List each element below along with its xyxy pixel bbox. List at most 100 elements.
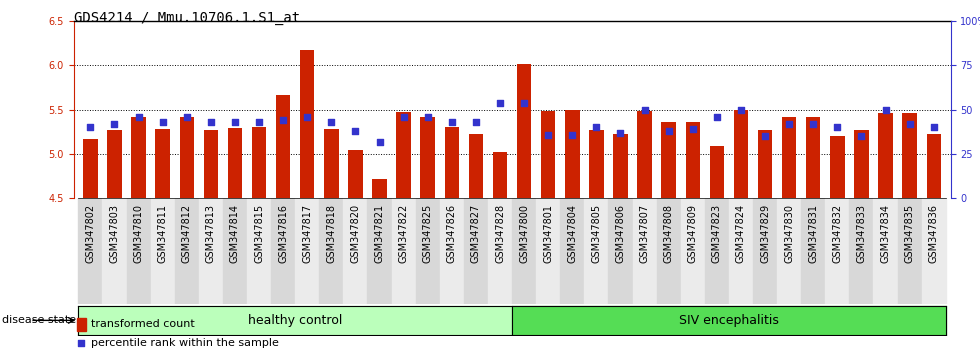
Bar xyxy=(300,51,315,198)
Text: SIV encephalitis: SIV encephalitis xyxy=(679,314,779,327)
Bar xyxy=(464,198,488,304)
Text: GSM347809: GSM347809 xyxy=(688,204,698,263)
Text: GSM347832: GSM347832 xyxy=(832,204,843,263)
Point xyxy=(348,128,364,134)
Text: GSM347821: GSM347821 xyxy=(374,204,384,263)
Bar xyxy=(271,198,295,304)
Bar xyxy=(637,110,652,198)
Point xyxy=(637,107,653,113)
Bar xyxy=(204,130,219,198)
Bar xyxy=(156,129,170,198)
Point xyxy=(612,130,628,136)
Point xyxy=(179,114,195,120)
Bar xyxy=(420,117,435,198)
Point xyxy=(300,114,316,120)
Bar xyxy=(777,198,802,304)
Text: GSM347818: GSM347818 xyxy=(326,204,336,263)
Point xyxy=(564,132,580,137)
Bar xyxy=(662,122,676,198)
Bar xyxy=(903,113,917,198)
Bar xyxy=(873,198,898,304)
Point xyxy=(251,119,267,125)
Bar xyxy=(126,198,151,304)
Bar xyxy=(83,139,98,198)
Bar xyxy=(222,198,247,304)
Bar xyxy=(802,198,825,304)
Bar xyxy=(806,117,820,198)
Text: GSM347835: GSM347835 xyxy=(905,204,914,263)
Point xyxy=(540,132,556,137)
Bar xyxy=(516,64,531,198)
Text: GSM347828: GSM347828 xyxy=(495,204,505,263)
Bar xyxy=(705,198,729,304)
Bar xyxy=(252,127,267,198)
Text: transformed count: transformed count xyxy=(90,319,194,329)
Bar xyxy=(584,198,609,304)
Bar xyxy=(488,198,512,304)
Point xyxy=(419,114,435,120)
Point xyxy=(878,107,894,113)
Bar xyxy=(561,198,584,304)
Point xyxy=(854,133,869,139)
Bar xyxy=(753,198,777,304)
Bar xyxy=(78,198,103,304)
Bar xyxy=(174,198,199,304)
Point xyxy=(444,119,460,125)
Bar xyxy=(247,198,271,304)
Point xyxy=(275,118,291,123)
Bar xyxy=(440,198,464,304)
Bar xyxy=(926,133,941,198)
Text: GSM347831: GSM347831 xyxy=(808,204,818,263)
Text: GSM347807: GSM347807 xyxy=(640,204,650,263)
Point xyxy=(733,107,749,113)
Point xyxy=(74,340,89,346)
Bar xyxy=(493,152,508,198)
Point xyxy=(661,128,676,134)
Bar xyxy=(343,198,368,304)
Point xyxy=(155,119,171,125)
Text: GSM347811: GSM347811 xyxy=(158,204,168,263)
Bar xyxy=(179,117,194,198)
Point xyxy=(806,121,821,127)
Bar xyxy=(686,122,700,198)
Text: GSM347810: GSM347810 xyxy=(133,204,143,263)
Text: GSM347833: GSM347833 xyxy=(857,204,866,263)
Bar xyxy=(151,198,174,304)
Bar xyxy=(276,95,290,198)
Point xyxy=(130,114,146,120)
Text: GSM347801: GSM347801 xyxy=(543,204,553,263)
Point xyxy=(396,114,412,120)
Text: GSM347806: GSM347806 xyxy=(615,204,625,263)
Text: GSM347834: GSM347834 xyxy=(881,204,891,263)
Bar xyxy=(368,198,392,304)
Bar xyxy=(76,318,85,331)
Text: GSM347822: GSM347822 xyxy=(399,204,409,263)
Text: GSM347808: GSM347808 xyxy=(663,204,673,263)
Bar xyxy=(710,146,724,198)
Point xyxy=(107,121,122,127)
Text: GSM347814: GSM347814 xyxy=(230,204,240,263)
Text: GSM347817: GSM347817 xyxy=(302,204,313,263)
Point xyxy=(709,114,724,120)
Bar xyxy=(199,198,222,304)
Bar xyxy=(734,110,748,198)
Bar xyxy=(468,133,483,198)
Point xyxy=(829,125,845,130)
Text: GSM347804: GSM347804 xyxy=(567,204,577,263)
Bar xyxy=(729,198,753,304)
Bar xyxy=(416,198,440,304)
Bar xyxy=(536,198,561,304)
Bar xyxy=(758,130,772,198)
Text: GSM347829: GSM347829 xyxy=(760,204,770,263)
Text: GSM347836: GSM347836 xyxy=(929,204,939,263)
Bar xyxy=(227,128,242,198)
Text: GSM347820: GSM347820 xyxy=(351,204,361,263)
Bar xyxy=(589,130,604,198)
Bar xyxy=(392,198,416,304)
Bar xyxy=(830,136,845,198)
Point xyxy=(926,125,942,130)
Point xyxy=(468,119,484,125)
Bar xyxy=(681,198,705,304)
Bar xyxy=(78,306,512,335)
Bar xyxy=(782,117,797,198)
